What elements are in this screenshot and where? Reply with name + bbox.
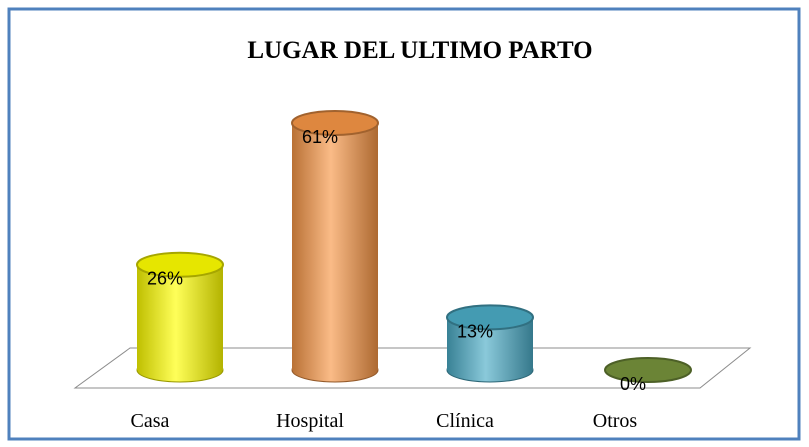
bar-top [604,357,692,383]
bar-top [446,304,534,331]
chart-title: LUGAR DEL ULTIMO PARTO [247,37,592,64]
bar-top [291,109,379,136]
bar [292,122,378,370]
value-label: 61% [302,127,338,147]
value-label: 0% [620,374,646,394]
x-tick-label: Hospital [276,410,344,432]
bar-top [136,251,224,278]
floor [73,347,752,389]
value-label: 13% [457,321,493,341]
value-label: 26% [147,269,183,289]
x-tick-label: Otros [593,410,638,432]
bar [137,264,223,370]
x-tick-label: Clínica [436,410,494,432]
x-tick-label: Casa [131,410,170,432]
